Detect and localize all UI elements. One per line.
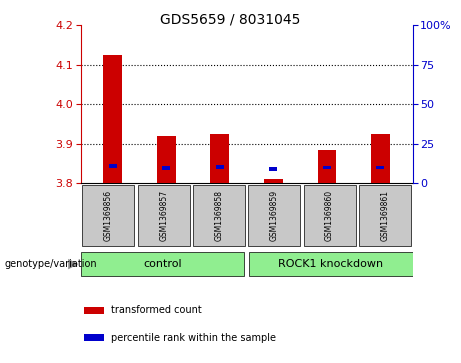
Text: GSM1369858: GSM1369858 <box>214 189 224 241</box>
Text: GSM1369856: GSM1369856 <box>104 189 113 241</box>
Text: transformed count: transformed count <box>111 305 201 315</box>
Bar <box>269 167 278 171</box>
Polygon shape <box>68 259 78 269</box>
Text: GSM1369861: GSM1369861 <box>380 189 390 241</box>
Bar <box>193 184 245 245</box>
Bar <box>318 150 337 183</box>
Text: genotype/variation: genotype/variation <box>5 259 97 269</box>
Text: GSM1369859: GSM1369859 <box>270 189 279 241</box>
Bar <box>264 179 283 183</box>
Bar <box>137 184 190 245</box>
Bar <box>249 252 413 276</box>
Bar <box>211 134 229 183</box>
Bar <box>84 307 104 314</box>
Bar <box>216 165 224 169</box>
Text: percentile rank within the sample: percentile rank within the sample <box>111 333 276 343</box>
Bar <box>323 166 331 170</box>
Bar <box>377 166 384 170</box>
Bar <box>82 184 135 245</box>
Bar <box>84 334 104 341</box>
Text: GSM1369860: GSM1369860 <box>325 189 334 241</box>
Text: control: control <box>143 259 182 269</box>
Text: GDS5659 / 8031045: GDS5659 / 8031045 <box>160 13 301 27</box>
Bar <box>157 136 176 183</box>
Bar <box>81 252 244 276</box>
Text: GSM1369857: GSM1369857 <box>159 189 168 241</box>
Bar <box>109 164 117 167</box>
Bar <box>248 184 301 245</box>
Bar <box>303 184 356 245</box>
Bar <box>103 55 122 183</box>
Bar <box>359 184 411 245</box>
Bar <box>162 166 171 170</box>
Bar <box>371 134 390 183</box>
Text: ROCK1 knockdown: ROCK1 knockdown <box>278 259 383 269</box>
